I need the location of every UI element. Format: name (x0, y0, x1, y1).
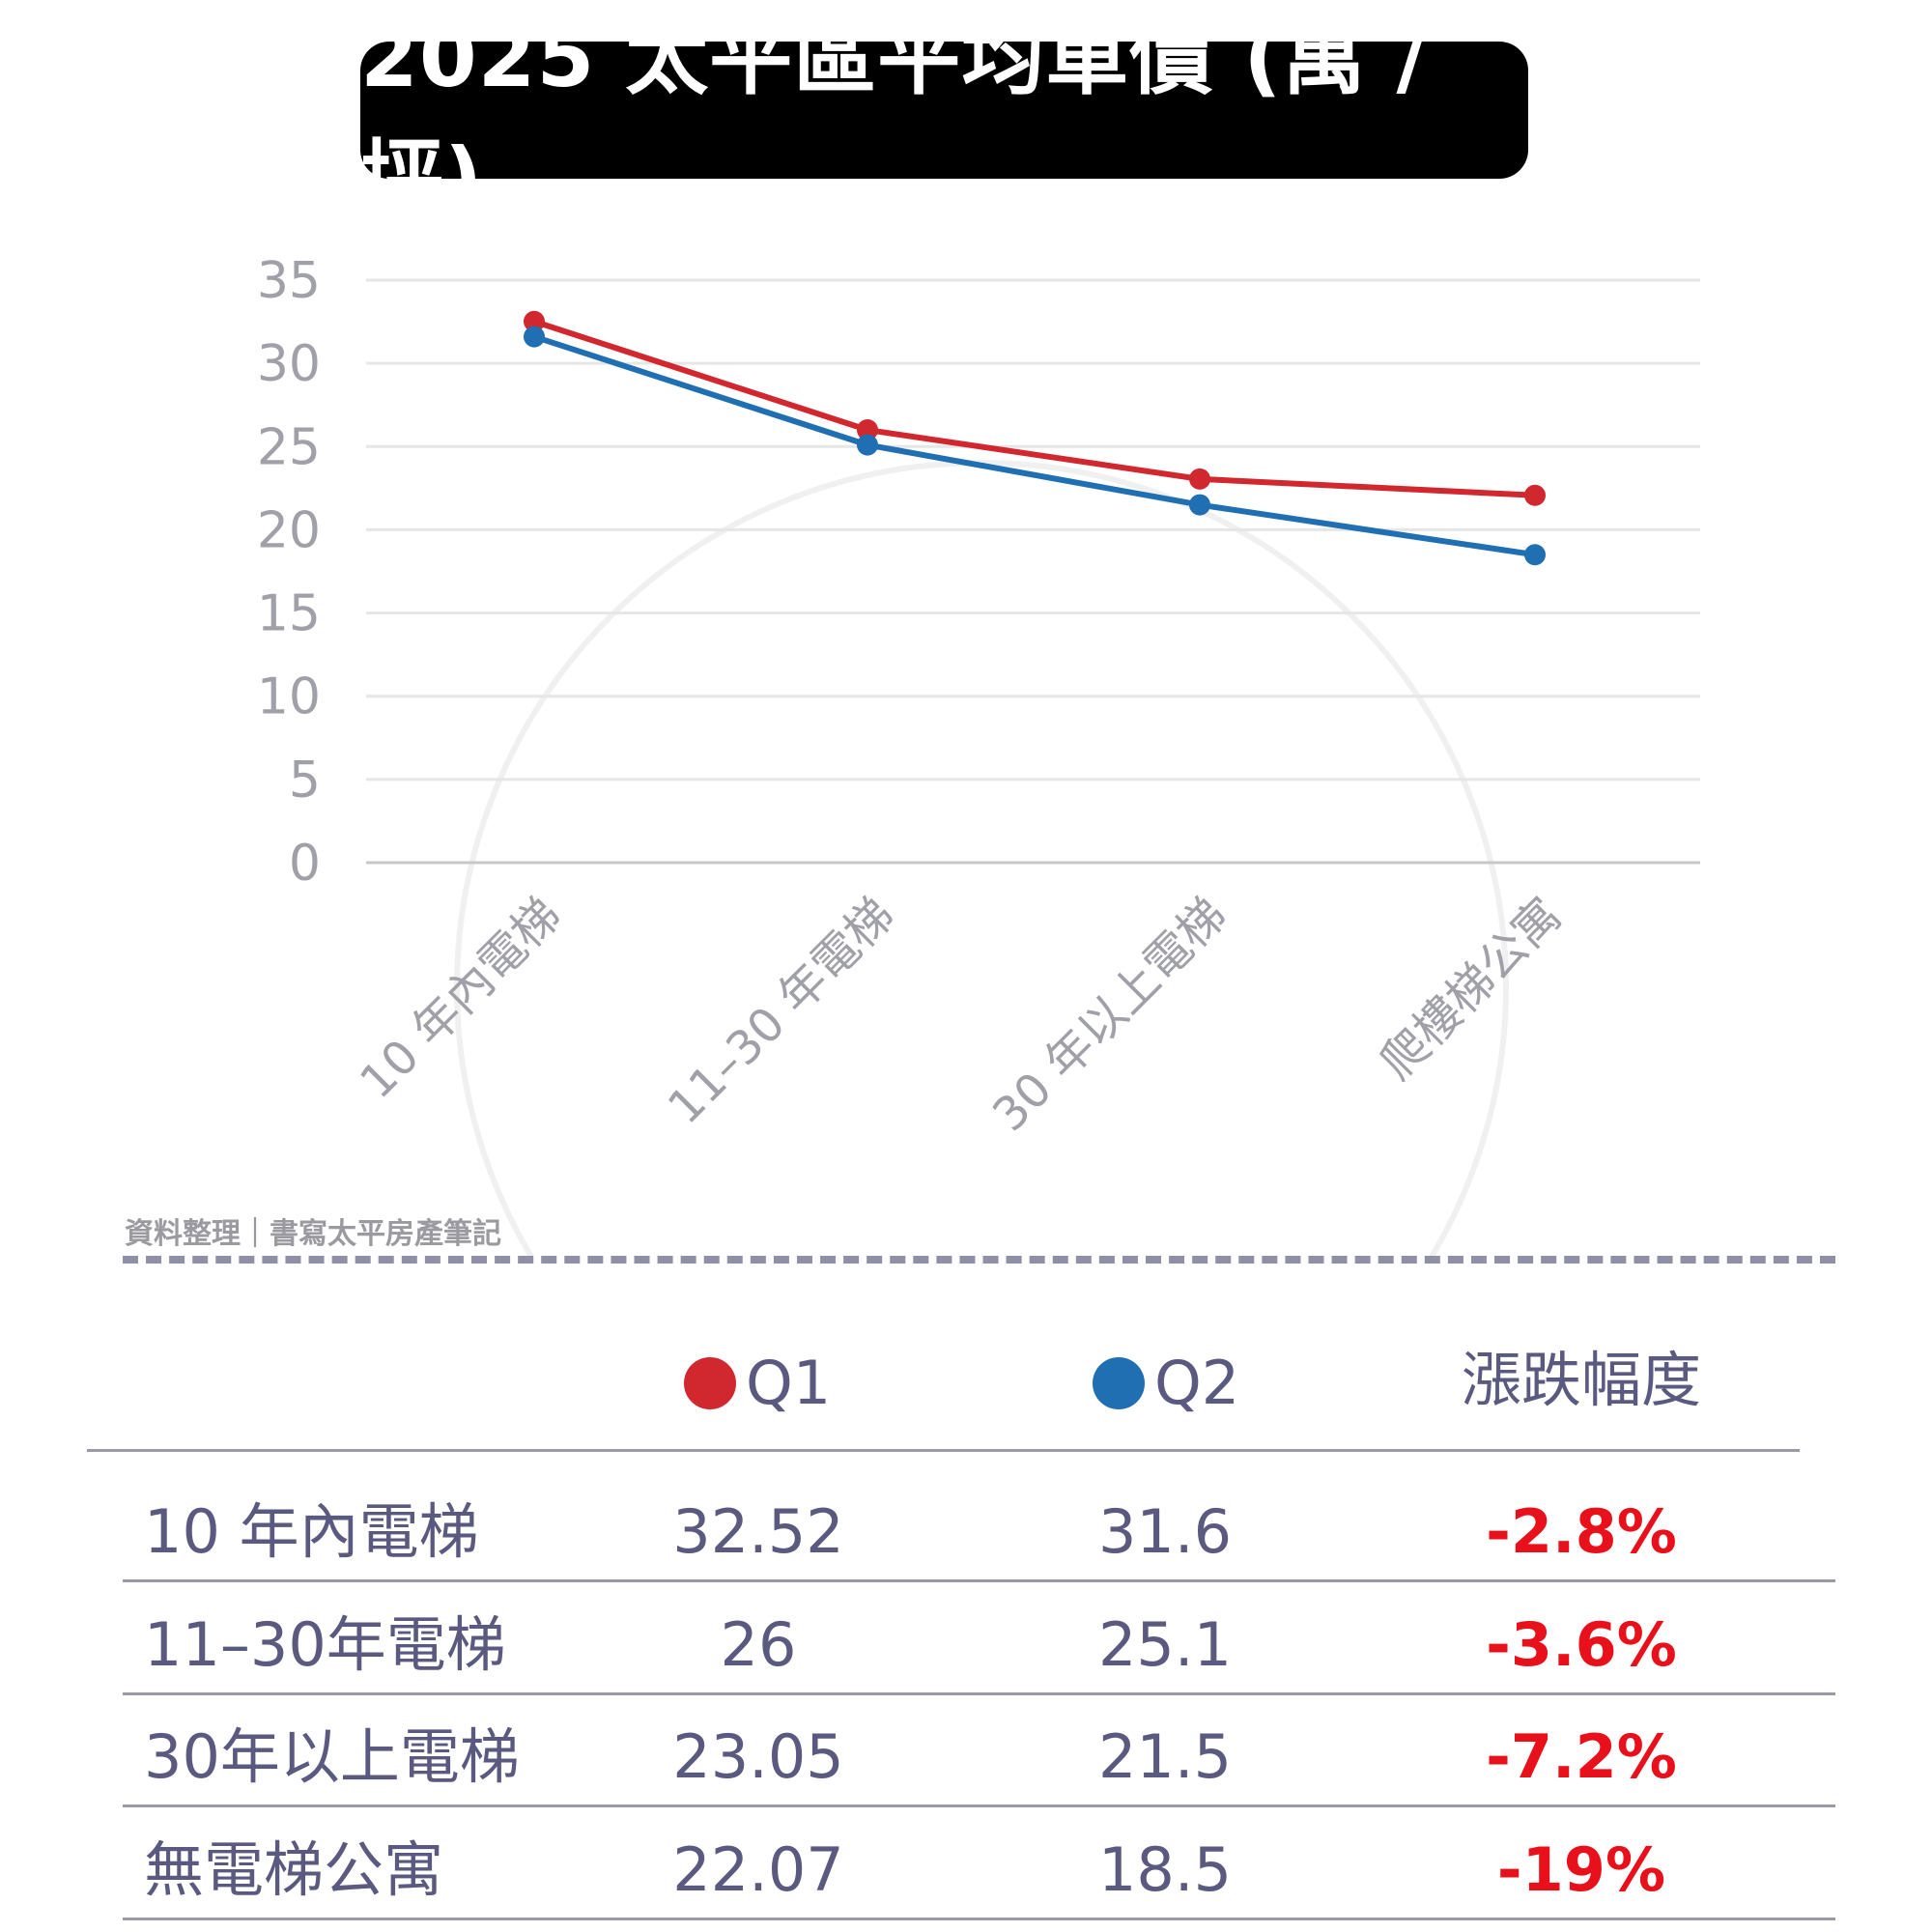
data-point-Q2 (1189, 494, 1210, 516)
red-dot-icon (684, 1356, 736, 1409)
change-value: -3.6% (1486, 1609, 1677, 1680)
data-point-Q2 (857, 434, 878, 456)
y-tick-label: 35 (257, 252, 321, 310)
q1-value: 23.05 (672, 1721, 844, 1792)
y-tick-label: 25 (257, 418, 321, 476)
x-tick-label: 30 年以上電梯 (982, 888, 1236, 1142)
x-tick-label: 爬樓梯公寓 (1370, 888, 1572, 1090)
blue-dot-icon (1093, 1356, 1145, 1409)
q2-value: 18.5 (1097, 1834, 1233, 1905)
series-line-Q1 (533, 318, 1536, 498)
legend-q1: Q1 (684, 1348, 831, 1418)
row-divider (123, 1692, 1835, 1695)
data-point-Q1 (524, 310, 545, 332)
divider (123, 1256, 1835, 1264)
legend-label: Q2 (1154, 1348, 1240, 1418)
y-tick-label: 30 (257, 335, 321, 393)
header-change: 漲跌幅度 (1461, 1345, 1702, 1415)
chart-title: 2025 太平區平均單價 (萬 / 坪) (360, 10, 1528, 227)
row-divider (123, 1804, 1835, 1807)
row-divider (123, 1579, 1835, 1582)
row-divider (123, 1918, 1835, 1920)
row-label: 10 年內電梯 (144, 1496, 479, 1567)
q2-value: 31.6 (1097, 1496, 1233, 1567)
change-value: -19% (1496, 1834, 1666, 1905)
data-point-Q1 (1524, 484, 1546, 506)
row-label: 無電梯公寓 (144, 1834, 444, 1905)
q2-value: 21.5 (1097, 1721, 1233, 1792)
y-tick-label: 5 (289, 752, 321, 810)
legend-label: Q1 (746, 1348, 832, 1418)
q1-value: 32.52 (672, 1496, 844, 1567)
q1-value: 22.07 (672, 1834, 844, 1905)
legend-q2: Q2 (1093, 1348, 1239, 1418)
source-note: 資料整理｜書寫太平房產筆記 (125, 1217, 501, 1251)
data-point-Q2 (524, 326, 545, 348)
q2-value: 25.1 (1097, 1609, 1233, 1680)
y-tick-label: 20 (257, 501, 321, 559)
series-line-Q2 (533, 333, 1536, 558)
y-tick-label: 0 (289, 835, 321, 893)
header-line (87, 1449, 1800, 1452)
row-label: 11–30年電梯 (144, 1609, 506, 1680)
data-point-Q1 (857, 419, 878, 441)
y-tick-label: 10 (257, 668, 321, 726)
row-label: 30年以上電梯 (144, 1721, 520, 1792)
data-point-Q1 (1189, 468, 1210, 490)
data-point-Q2 (1524, 544, 1546, 566)
watermark-circle (454, 460, 1509, 1256)
change-value: -7.2% (1486, 1721, 1677, 1792)
q1-value: 26 (720, 1609, 797, 1680)
change-value: -2.8% (1486, 1496, 1677, 1567)
y-tick-label: 15 (257, 585, 321, 643)
x-tick-label: 11–30 年電梯 (658, 888, 905, 1135)
